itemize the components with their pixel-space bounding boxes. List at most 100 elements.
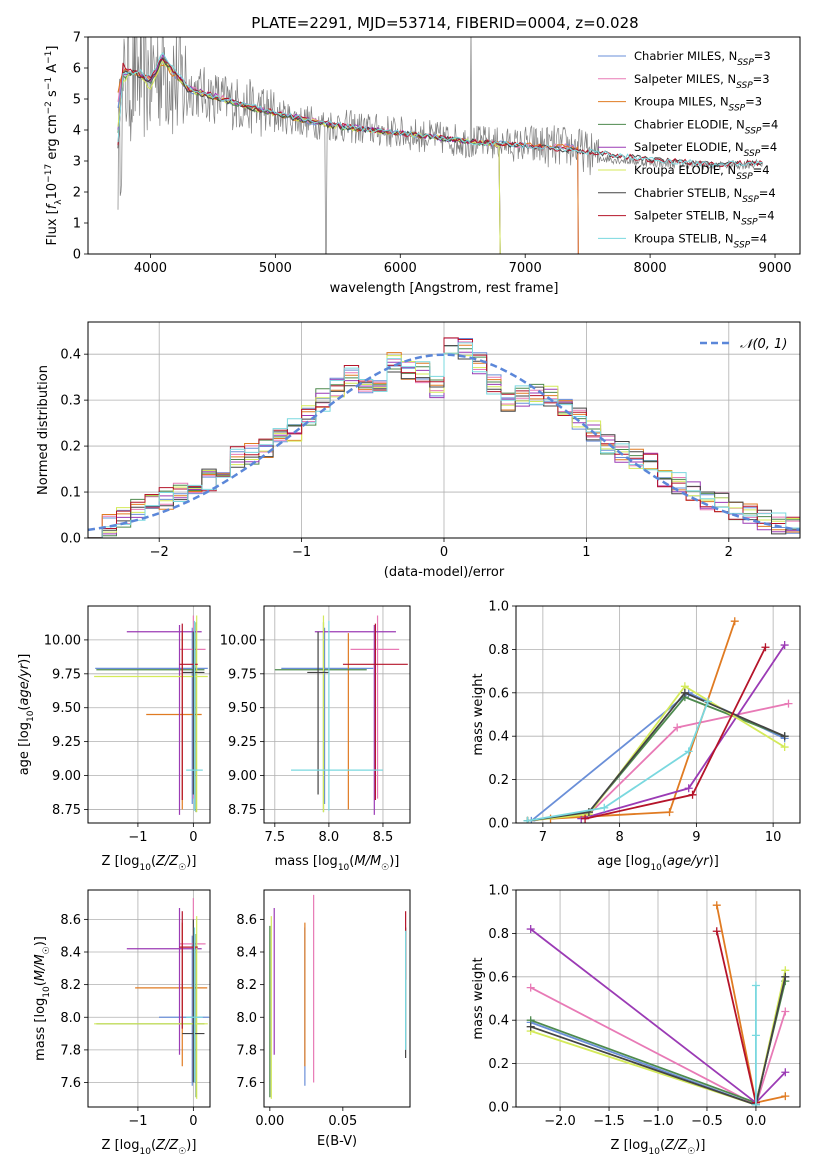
errorbar-point-8 — [342, 623, 408, 800]
errorbar-point-9 — [186, 927, 203, 1083]
y-tick-label: 8.0 — [60, 1011, 81, 1026]
mass-vs-Z-plot-area — [88, 890, 210, 1107]
age-vs-mass-frame — [263, 605, 411, 824]
y-axis-label: age [log10(age/yr)] — [17, 654, 36, 776]
weight-vs-age-plot-area — [516, 606, 800, 823]
mass-vs-ebv-frame — [263, 889, 411, 1108]
y-tick-label: 8.75 — [52, 803, 81, 818]
y-tick-label: 6 — [73, 62, 81, 77]
y-tick-label: 0.4 — [60, 348, 81, 363]
y-tick-label: 8.2 — [236, 978, 257, 993]
y-tick-label: 7.8 — [60, 1043, 81, 1058]
y-tick-label: 2 — [73, 186, 81, 201]
errorbar-point-9 — [291, 620, 383, 811]
x-tick-label: 1 — [582, 545, 590, 560]
y-tick-label: 8.75 — [228, 803, 257, 818]
y-tick-label: 10.00 — [44, 633, 81, 648]
y-tick-label: 8.4 — [236, 946, 257, 961]
weight-marker — [688, 790, 697, 799]
spectrum-plot-area — [117, 37, 763, 254]
histogram-series-7 — [88, 345, 800, 538]
x-tick-label: 0.00 — [255, 1114, 284, 1129]
gaussian-reference-curve — [88, 353, 800, 532]
x-tick-label: 0 — [440, 545, 448, 560]
y-tick-label: 0.4 — [488, 1014, 509, 1029]
x-tick-label: 0 — [189, 830, 197, 845]
y-tick-label: 9.75 — [228, 667, 257, 682]
y-tick-label: 0.2 — [60, 440, 81, 455]
model-series-line-4 — [117, 58, 501, 254]
residuals-axes: −2 −1 0 1 2 0.0 0.1 0.2 0.3 0.4 (data-model)/error… — [36, 321, 801, 580]
histogram-series-9 — [88, 342, 800, 538]
y-tick-label: 0.0 — [488, 817, 509, 832]
y-axis-label: Flux [fλ10−17 erg cm−2 s−1 A−1] — [44, 46, 64, 246]
weight-marker — [780, 732, 789, 741]
x-tick-label: 6000 — [384, 261, 417, 276]
y-tick-label: 8.6 — [60, 913, 81, 928]
weight-marker — [673, 723, 682, 732]
weight-marker — [665, 808, 674, 817]
y-tick-label: 5 — [73, 93, 81, 108]
x-tick-label: −1 — [128, 1114, 147, 1129]
mass-vs-ebv-axes: 0.00 0.05 7.6 7.8 8.0 8.2 8.4 8.6 E(B-V) — [236, 889, 411, 1149]
x-tick-label: −1.5 — [593, 1114, 625, 1129]
errorbar-point-5 — [126, 907, 202, 1055]
x-axis-label: age [log10(age/yr)] — [597, 854, 719, 873]
x-axis-label: mass [log10(M/M☉)] — [275, 854, 400, 873]
y-tick-label: 4 — [73, 124, 81, 139]
weight-line-3 — [715, 905, 786, 1104]
mass-vs-ebv-plot-area — [269, 894, 407, 1099]
residuals-frame — [87, 321, 801, 539]
x-tick-label: 0 — [189, 1114, 197, 1129]
x-tick-label: 10 — [765, 830, 782, 845]
legend-label: Kroupa STELIB, NSSP=4 — [634, 231, 767, 250]
weight-marker — [781, 1092, 790, 1101]
weight-marker — [523, 816, 532, 823]
y-tick-label: 1 — [73, 217, 81, 232]
y-tick-label: 9.25 — [228, 735, 257, 750]
y-tick-label: 0 — [73, 248, 81, 263]
x-tick-label: 2 — [725, 545, 733, 560]
weight-marker — [781, 1007, 790, 1016]
age-vs-Z-axes: −1 0 8.75 9.00 9.25 9.50 9.75 10.00 Z [log10(Z/Z… — [17, 605, 211, 873]
y-axis-label: mass weight — [471, 673, 486, 755]
errorbar-point-7 — [182, 631, 205, 795]
y-tick-label: 0.2 — [488, 773, 509, 788]
weight-marker — [751, 981, 760, 990]
legend-label: Salpeter ELODIE, NSSP=4 — [634, 140, 777, 159]
weight-marker — [526, 1022, 535, 1031]
errorbar-point-4 — [96, 622, 205, 813]
weight-marker — [526, 983, 535, 992]
x-tick-label: 8.0 — [319, 830, 340, 845]
x-axis-label: Z [log10(Z/Z☉)] — [102, 1138, 197, 1157]
x-tick-label: 8 — [615, 830, 623, 845]
y-axis-label: Normed distribution — [36, 365, 51, 495]
legend-label: Kroupa MILES, NSSP=3 — [634, 95, 762, 114]
spectrum-legend: Chabrier MILES, NSSP=3 Salpeter MILES, NS… — [598, 49, 778, 250]
age-vs-Z-frame — [87, 605, 211, 824]
errorbar-point-9 — [186, 620, 203, 811]
x-tick-label: 8.5 — [373, 830, 394, 845]
x-tick-label: 0.0 — [746, 1114, 767, 1129]
errorbar-point-5 — [314, 624, 396, 815]
model-series-line-8 — [117, 59, 763, 168]
weight-line-6 — [527, 685, 786, 822]
weight-marker — [712, 927, 721, 936]
y-tick-label: 0.2 — [488, 1057, 509, 1072]
age-vs-Z-plot-area — [88, 606, 210, 823]
errorbar-point-1 — [158, 935, 209, 1086]
y-tick-label: 0.4 — [488, 730, 509, 745]
y-tick-label: 9.75 — [52, 667, 81, 682]
y-axis-label: mass [log10(M/M☉)] — [33, 936, 52, 1061]
errorbar-point-4 — [274, 622, 367, 813]
x-axis-label: wavelength [Angstrom, rest frame] — [330, 281, 559, 296]
y-tick-label: 10.00 — [220, 633, 257, 648]
model-series-line-6 — [117, 60, 501, 254]
model-series-line-3 — [117, 63, 579, 254]
y-tick-label: 7.6 — [60, 1076, 81, 1091]
y-tick-label: 9.00 — [52, 769, 81, 784]
model-series-line-5 — [117, 54, 501, 254]
weight-marker — [600, 803, 609, 812]
x-tick-label: 9000 — [758, 261, 791, 276]
